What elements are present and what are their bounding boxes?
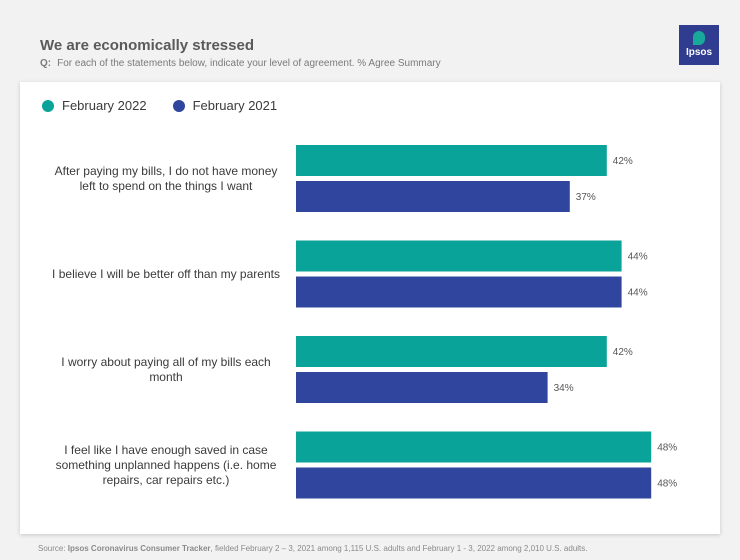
source-name: Ipsos Coronavirus Consumer Tracker xyxy=(67,544,211,553)
bar-february-2022-3 xyxy=(296,336,607,367)
category-label-2: I believe I will be better off than my p… xyxy=(52,266,280,281)
chart-legend: February 2022 February 2021 xyxy=(42,98,303,113)
source-prefix: Source: xyxy=(38,544,68,553)
question-text: Q: For each of the statements below, indi… xyxy=(40,58,441,69)
data-label-february-2022-2: 44% xyxy=(628,252,648,263)
source-note: Source: Ipsos Coronavirus Consumer Track… xyxy=(38,544,588,553)
bar-february-2021-1 xyxy=(296,181,570,212)
data-label-february-2021-4: 48% xyxy=(657,479,677,490)
source-details: , fielded February 2 – 3, 2021 among 1,1… xyxy=(210,544,588,553)
legend-label-february-2021: February 2021 xyxy=(192,98,278,113)
data-label-february-2022-1: 42% xyxy=(613,156,633,167)
question-label: Q: xyxy=(40,58,52,69)
legend-dot-february-2022 xyxy=(42,99,54,112)
page-title: We are economically stressed xyxy=(40,37,254,54)
ipsos-logo-text: Ipsos xyxy=(685,47,713,58)
ipsos-logo: Ipsos xyxy=(679,25,719,65)
legend-label-february-2022: February 2022 xyxy=(62,98,147,113)
data-label-february-2021-2: 44% xyxy=(628,288,648,299)
bar-chart: 42% 37% 44% 44% 42% 34% 48% 48% xyxy=(296,145,677,499)
bar-february-2022-2 xyxy=(296,240,622,272)
bar-february-2021-3 xyxy=(296,372,548,403)
category-label-3: I worry about paying all of my bills eac… xyxy=(61,354,271,384)
data-label-february-2022-4: 48% xyxy=(657,443,677,454)
data-label-february-2021-1: 37% xyxy=(576,192,596,203)
data-label-february-2022-3: 42% xyxy=(613,347,633,358)
legend-item-february-2022: February 2022 xyxy=(42,98,147,113)
data-label-february-2021-3: 34% xyxy=(554,383,574,394)
question-body: For each of the statements below, indica… xyxy=(57,58,441,69)
legend-dot-february-2021 xyxy=(172,99,185,112)
legend-item-february-2021: February 2021 xyxy=(172,98,278,113)
chart-card: February 2022 February 2021 42% 37% 44% 44%… xyxy=(20,82,720,534)
ipsos-logo-mark-icon xyxy=(693,31,705,45)
bar-february-2021-4 xyxy=(296,467,652,499)
category-label-1: After paying my bills, I do not have mon… xyxy=(54,163,278,193)
bar-february-2021-2 xyxy=(296,276,622,308)
category-label-4: I feel like I have enough saved in case … xyxy=(55,442,277,487)
bar-february-2022-4 xyxy=(296,431,652,463)
bar-february-2022-1 xyxy=(296,145,607,176)
